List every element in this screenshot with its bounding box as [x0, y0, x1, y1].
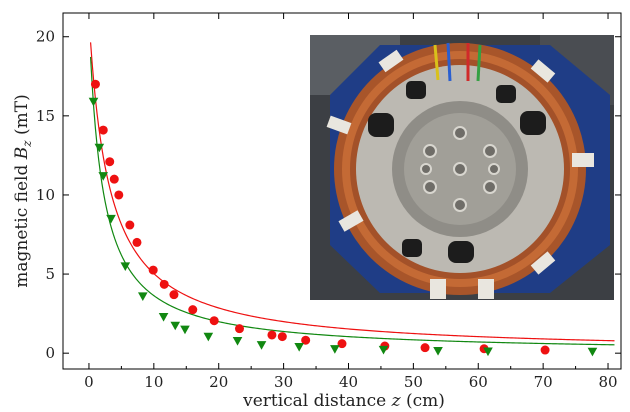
data-point-circle — [90, 79, 100, 89]
data-point-circle — [277, 332, 287, 342]
data-point-triangle — [203, 332, 214, 342]
y-tick-label: 10 — [36, 186, 55, 204]
data-point-triangle — [294, 343, 304, 352]
x-tick-label: 20 — [209, 373, 228, 391]
data-point-circle — [540, 345, 550, 355]
axis-ticks: 0 10 20 30 40 50 60 70 80 0 5 10 15 20 — [36, 13, 621, 391]
data-point-circle — [109, 174, 119, 184]
data-point-triangle — [158, 312, 169, 322]
x-tick-label: 10 — [144, 373, 163, 391]
y-tick-label: 0 — [45, 344, 55, 362]
data-point-triangle — [483, 347, 493, 357]
data-point-circle — [114, 190, 124, 200]
x-tick-label: 60 — [469, 373, 488, 391]
x-tick-label: 0 — [84, 373, 94, 391]
data-point-circle — [234, 324, 244, 334]
data-markers — [88, 79, 598, 357]
y-tick-label: 20 — [36, 28, 55, 46]
x-tick-label: 70 — [534, 373, 553, 391]
data-point-circle — [159, 279, 169, 289]
data-point-circle — [98, 125, 108, 135]
data-point-triangle — [330, 345, 340, 354]
data-point-triangle — [98, 172, 109, 181]
coil-photo — [310, 35, 614, 300]
data-point-triangle — [106, 214, 116, 224]
x-axis-label: vertical distance z (cm) — [242, 391, 445, 411]
x-tick-label: 40 — [339, 373, 358, 391]
data-point-circle — [148, 265, 158, 275]
data-point-triangle — [256, 341, 267, 350]
y-tick-label: 15 — [36, 107, 55, 125]
data-point-circle — [267, 330, 277, 340]
plot-frame — [62, 12, 622, 370]
data-point-triangle — [88, 97, 99, 107]
data-point-circle — [188, 305, 198, 315]
x-tick-label: 50 — [404, 373, 423, 391]
data-point-circle — [132, 237, 142, 247]
data-point-triangle — [433, 347, 443, 356]
fit-curves — [89, 42, 615, 346]
fit-curve-2 — [89, 56, 615, 346]
data-point-circle — [105, 157, 115, 167]
data-point-circle — [125, 220, 135, 230]
y-tick-label: 5 — [45, 265, 55, 283]
data-point-circle — [337, 339, 347, 349]
data-point-circle — [420, 343, 430, 353]
data-point-circle — [209, 316, 219, 326]
x-tick-label: 80 — [598, 373, 617, 391]
data-point-triangle — [180, 325, 190, 335]
data-point-triangle — [587, 347, 598, 357]
data-point-triangle — [378, 345, 389, 355]
data-point-triangle — [120, 262, 131, 271]
data-point-triangle — [232, 337, 243, 346]
data-point-circle — [169, 290, 179, 300]
fit-curve-1 — [89, 42, 615, 342]
y-axis-label: magnetic field Bz (mT) — [12, 94, 34, 287]
data-point-triangle — [94, 143, 105, 153]
x-tick-label: 30 — [274, 373, 293, 391]
data-point-triangle — [170, 321, 181, 331]
data-point-circle — [301, 335, 311, 345]
data-point-triangle — [138, 292, 148, 302]
